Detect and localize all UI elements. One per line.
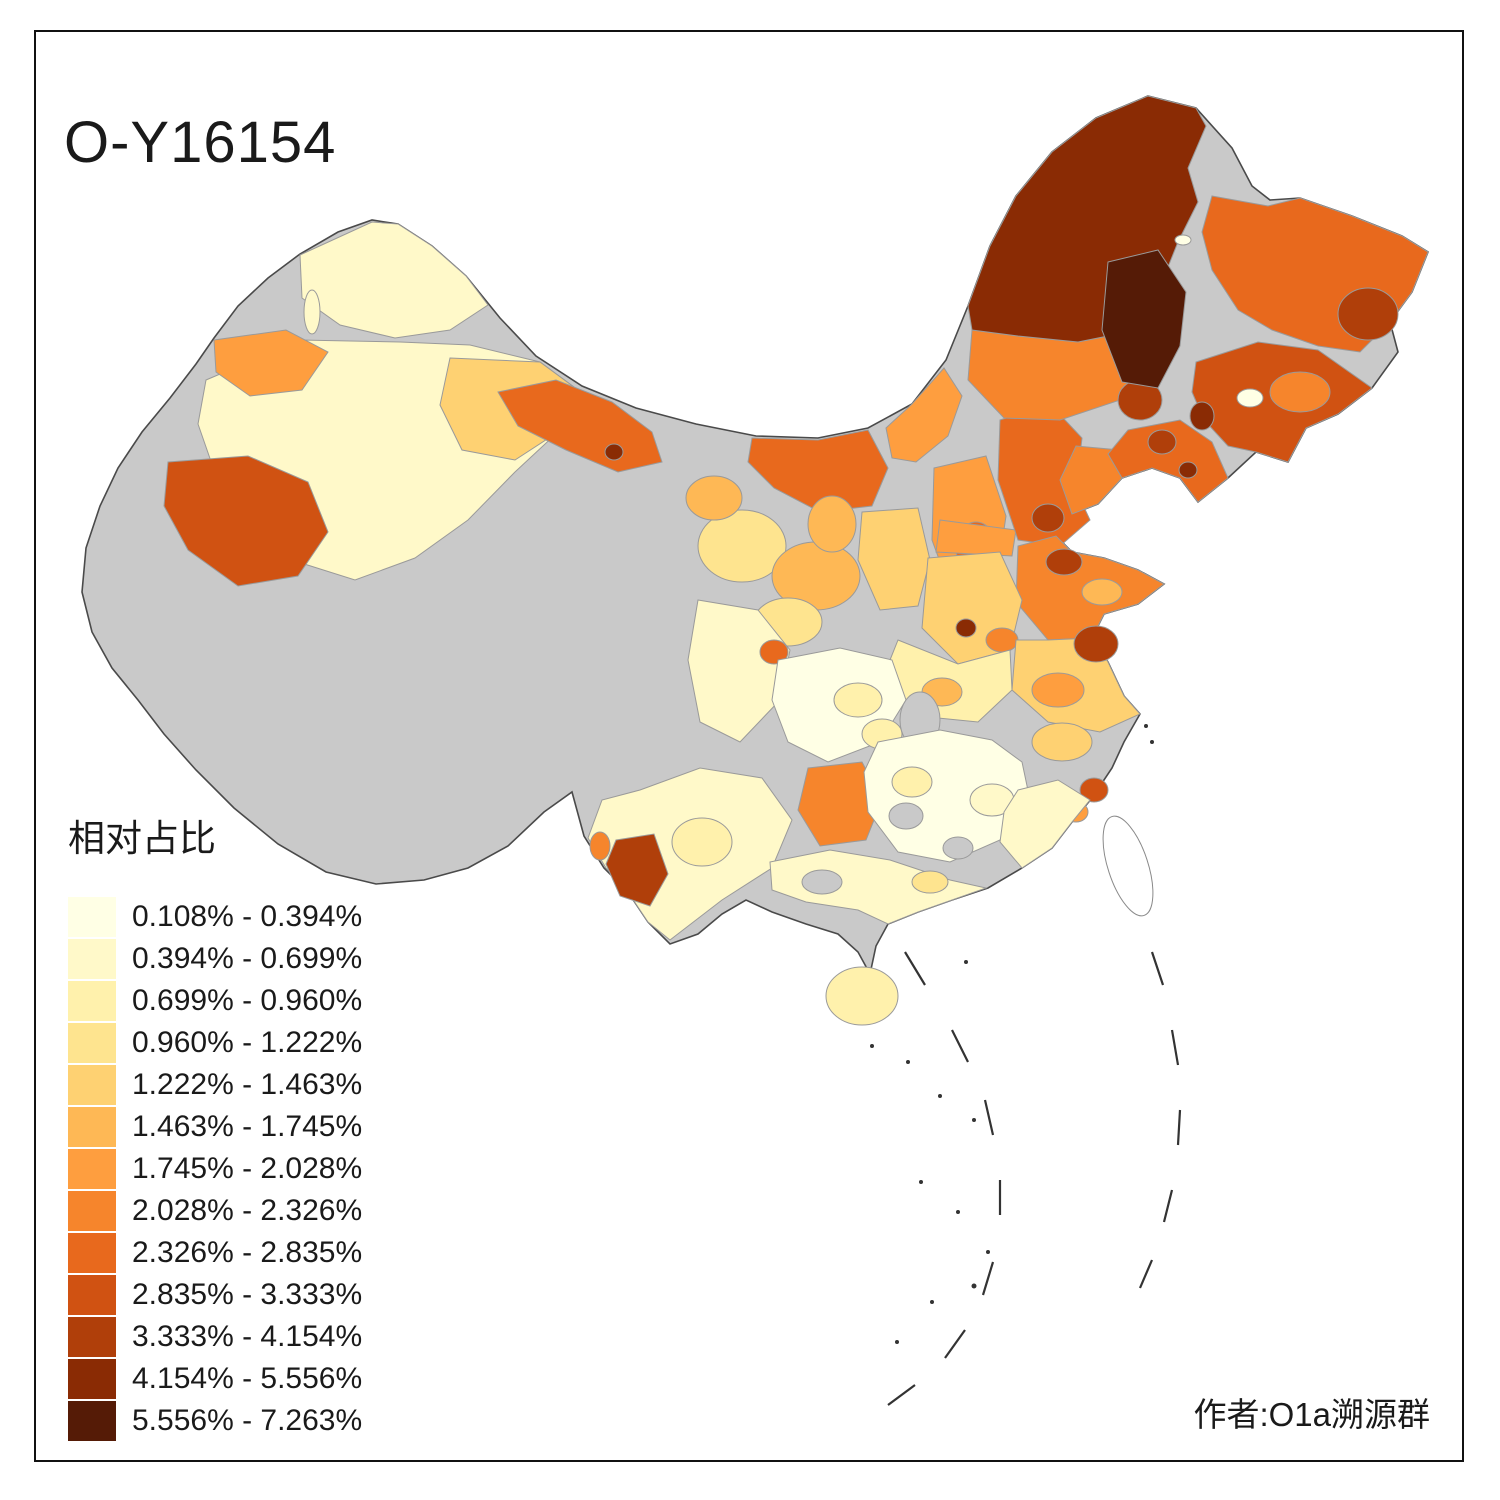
legend-label: 1.463% - 1.745%	[132, 1110, 363, 1143]
legend-swatch	[68, 1149, 116, 1189]
shandong-mid	[1081, 578, 1123, 606]
jiangxi-na-patch	[942, 836, 974, 860]
jilin-pale	[1236, 388, 1264, 408]
zhejiang-west	[1031, 722, 1093, 762]
hebei-south	[935, 519, 1017, 557]
shandong-dark	[1045, 548, 1083, 576]
yunnan-west-orange	[589, 831, 611, 861]
taiwan-island	[1102, 815, 1154, 917]
henan-east	[985, 627, 1019, 653]
yunnan-mid	[671, 817, 733, 867]
legend-swatch	[68, 1317, 116, 1357]
frame-border	[34, 30, 1464, 1462]
legend-row: 1.222% - 1.463%	[68, 1064, 362, 1106]
attribution: 作者:O1a溯源群	[1193, 1396, 1430, 1433]
legend-label: 5.556% - 7.263%	[132, 1404, 363, 1437]
shaanxi-north	[857, 507, 931, 611]
legend-swatch	[68, 939, 116, 979]
legend-swatch	[68, 981, 116, 1021]
legend-swatch	[68, 1065, 116, 1105]
legend-row: 0.108% - 0.394%	[68, 896, 362, 938]
legend-swatch	[68, 1359, 116, 1399]
region-layer	[163, 95, 1429, 1026]
legend-row: 0.699% - 0.960%	[68, 980, 362, 1022]
hunan-patch	[891, 766, 933, 798]
fujian	[999, 779, 1091, 869]
liaoning-dark2	[1178, 461, 1198, 479]
gansu-dark-dot	[604, 443, 624, 461]
legend-label: 0.960% - 1.222%	[132, 1026, 363, 1059]
xinjiang-ili	[213, 329, 329, 397]
legend-label: 2.028% - 2.326%	[132, 1194, 363, 1227]
legend-label: 0.394% - 0.699%	[132, 942, 363, 975]
legend-swatch	[68, 1191, 116, 1231]
legend-row: 0.960% - 1.222%	[68, 1022, 362, 1064]
xinjiang-southwest	[163, 455, 329, 587]
liaoning	[1107, 419, 1229, 503]
legend-row: 2.028% - 2.326%	[68, 1190, 362, 1232]
legend-label: 1.222% - 1.463%	[132, 1068, 363, 1101]
legend-label: 2.326% - 2.835%	[132, 1236, 363, 1269]
hebei-dark	[1031, 503, 1065, 533]
inner-mongolia-west	[747, 429, 889, 513]
jilin-dark	[1189, 401, 1215, 431]
liaoning-dark1	[1147, 429, 1177, 455]
zhejiang-coast-dark	[1079, 777, 1109, 803]
jilin-light	[1269, 371, 1331, 413]
hunan-na-patch	[888, 802, 924, 830]
legend: 相对占比 0.108% - 0.394% 0.394% - 0.699% 0.6…	[68, 808, 362, 1442]
ningxia	[807, 495, 857, 553]
xinjiang-north	[299, 221, 489, 339]
guizhou	[797, 761, 883, 847]
heilongjiang-east-dark	[1337, 287, 1399, 341]
guangxi-na-patch	[801, 869, 843, 895]
guangdong-patch	[911, 870, 949, 894]
legend-swatch	[68, 1233, 116, 1273]
legend-label: 2.835% - 3.333%	[132, 1278, 363, 1311]
legend-row: 2.326% - 2.835%	[68, 1232, 362, 1274]
legend-row: 4.154% - 5.556%	[68, 1358, 362, 1400]
sea-islet-dots	[870, 724, 1154, 1344]
henan-dark-dot	[955, 618, 977, 638]
legend-title: 相对占比	[68, 818, 216, 859]
legend-label: 0.699% - 0.960%	[132, 984, 363, 1017]
legend-label: 0.108% - 0.394%	[132, 900, 363, 933]
legend-label: 3.333% - 4.154%	[132, 1320, 363, 1353]
jiangsu-north-dark	[1073, 625, 1119, 663]
heilongjiang-white-sliver	[1174, 234, 1192, 246]
hainan-island	[825, 966, 899, 1026]
legend-row: 3.333% - 4.154%	[68, 1316, 362, 1358]
legend-row: 1.463% - 1.745%	[68, 1106, 362, 1148]
qinghai-east-1	[697, 509, 787, 583]
sichuan-mid	[833, 682, 883, 718]
yunnan-west-dark	[605, 833, 669, 907]
qinghai-east-2	[685, 475, 743, 521]
legend-label: 1.745% - 2.028%	[132, 1152, 363, 1185]
nine-dash-line	[887, 951, 1182, 1406]
legend-swatch	[68, 1023, 116, 1063]
xinjiang-sliver	[303, 289, 321, 335]
legend-swatch	[68, 1107, 116, 1147]
legend-row: 5.556% - 7.263%	[68, 1400, 362, 1442]
legend-swatch	[68, 1275, 116, 1315]
legend-row: 0.394% - 0.699%	[68, 938, 362, 980]
legend-row: 1.745% - 2.028%	[68, 1148, 362, 1190]
lingnan	[769, 849, 988, 925]
legend-row: 2.835% - 3.333%	[68, 1274, 362, 1316]
page-title: O-Y16154	[64, 109, 337, 175]
sichuan-west	[687, 599, 791, 743]
sichuan-orange-dot	[759, 639, 789, 665]
anhui-mid	[1031, 672, 1085, 708]
heilongjiang-dark	[1101, 249, 1187, 389]
legend-swatch	[68, 1401, 116, 1441]
legend-label: 4.154% - 5.556%	[132, 1362, 363, 1395]
inner-mongolia-mid	[885, 367, 963, 463]
legend-swatch	[68, 897, 116, 937]
